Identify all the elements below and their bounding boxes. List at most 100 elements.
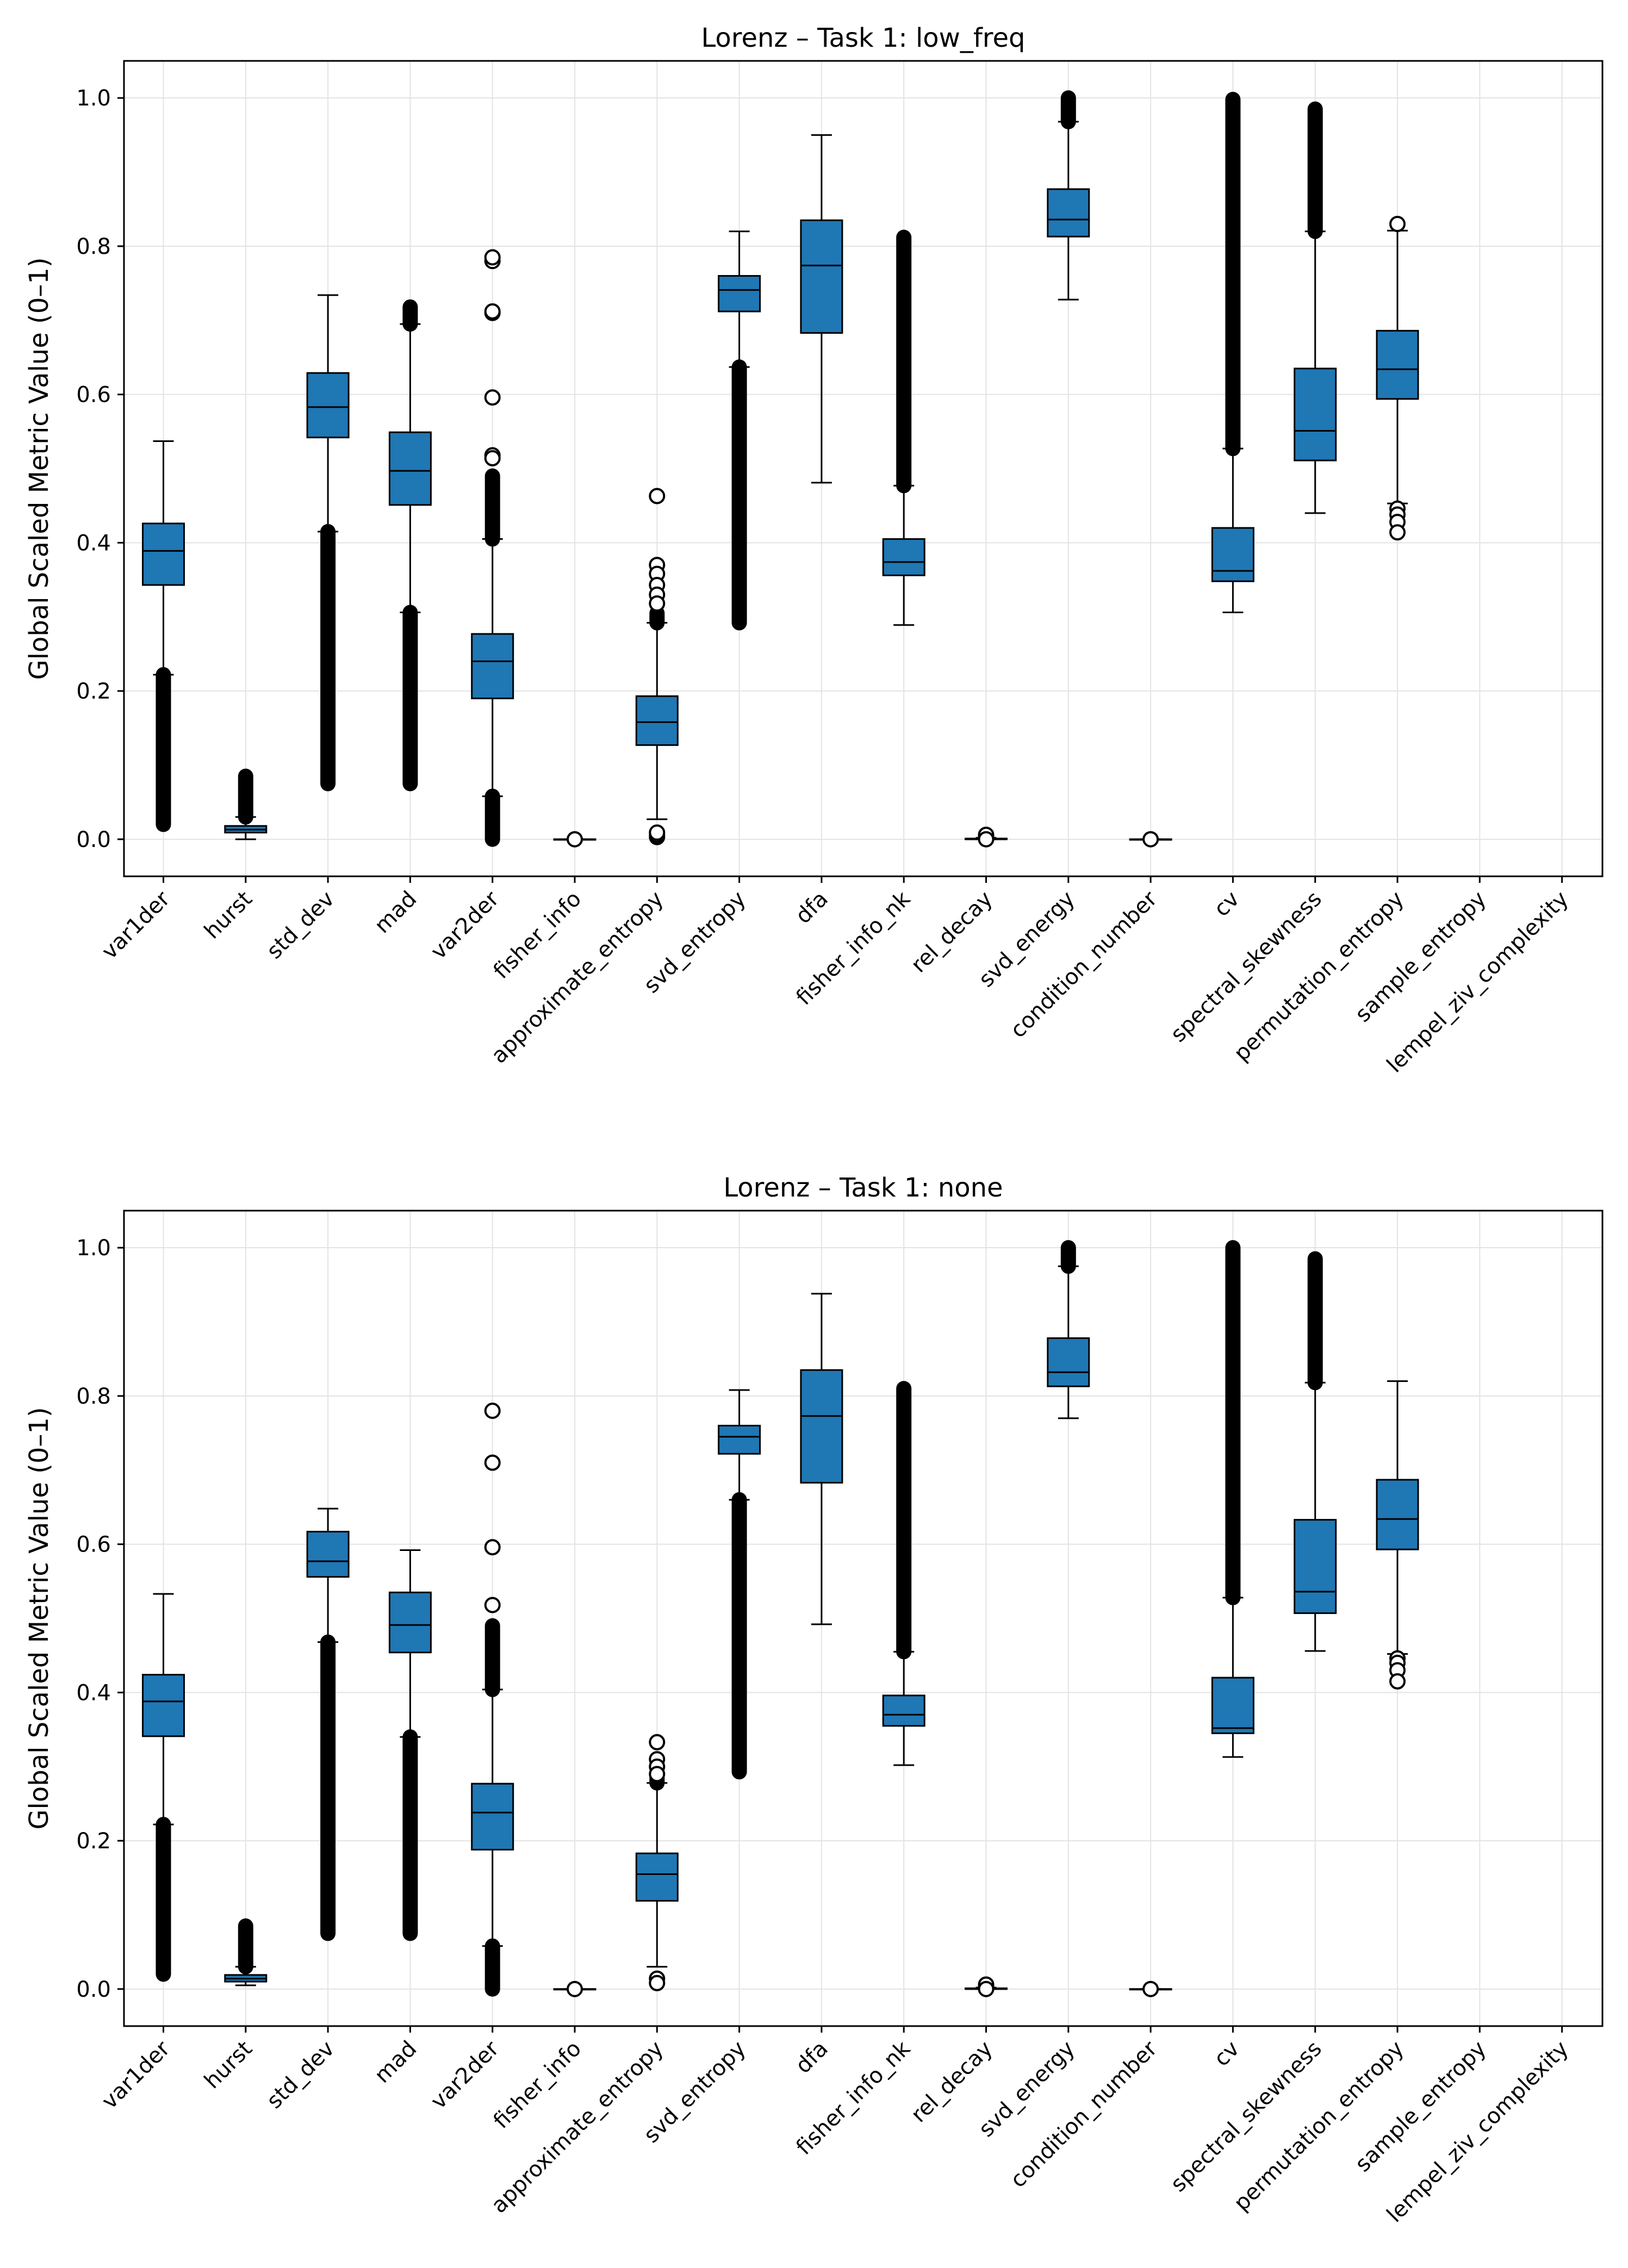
box-iqr: [800, 1369, 843, 1484]
flier-point: [484, 303, 501, 320]
xtick-label: spectral_skewness: [1166, 2036, 1327, 2197]
box-spectral_skewness: [1294, 101, 1337, 514]
box-iqr: [1047, 1337, 1090, 1387]
box-iqr: [1047, 188, 1090, 238]
xtick-label: dfa: [791, 887, 833, 929]
box-iqr: [306, 372, 350, 439]
flier-point: [484, 450, 501, 466]
box-iqr: [142, 1674, 185, 1737]
box-var2der: [471, 1403, 514, 1997]
chart-panel-2: 0.0 0.2 0.4 0.6 0.8 1.0 var1der hurst std_dev mad…: [24, 1173, 1604, 2227]
flier-point: [649, 1974, 666, 1991]
flier-point: [567, 1980, 583, 1997]
xtick-label: hurst: [200, 887, 257, 944]
xtick-label: approximate_entropy: [487, 887, 669, 1069]
box-rel_decay: [965, 1976, 1008, 1997]
flier-point: [484, 1597, 501, 1613]
box-iqr: [388, 431, 432, 506]
ytick-label: 0.0: [76, 1977, 111, 2002]
box-std_dev: [306, 1507, 350, 1941]
flier-point: [484, 249, 501, 266]
ytick-label: 0.2: [76, 1829, 111, 1854]
flier-band: [896, 1381, 912, 1660]
flier-point: [484, 1454, 501, 1471]
xtick-label: var2der: [426, 2036, 505, 2114]
ytick-label: 0.4: [76, 1680, 111, 1705]
flier-band: [238, 1918, 253, 1974]
y-axis-label: Global Scaled Metric Value (0–1): [24, 1407, 54, 1829]
box-iqr: [1376, 329, 1419, 400]
box-var2der: [471, 249, 514, 847]
xtick-label: var2der: [426, 886, 505, 964]
xtick-label: condition_number: [1005, 2036, 1162, 2192]
box-mad: [388, 299, 432, 792]
flier-band: [1225, 1240, 1241, 1605]
box-iqr: [471, 1783, 514, 1850]
xtick-label: permutation_entropy: [1229, 2036, 1409, 2216]
box-fisher_info: [553, 831, 596, 848]
flier-band: [731, 359, 747, 631]
flier-point: [1389, 1673, 1406, 1690]
box-spectral_skewness: [1294, 1251, 1337, 1652]
flier-band: [320, 1634, 336, 1941]
flier-point: [484, 389, 501, 406]
flier-point: [567, 831, 583, 848]
xtick-label: var1der: [97, 2036, 175, 2114]
ytick-label: 0.2: [76, 679, 111, 704]
box-iqr: [882, 538, 925, 576]
ytick-label: 0.8: [76, 234, 111, 259]
flier-point: [1389, 524, 1406, 541]
flier-band: [156, 667, 171, 832]
axes-frame: [123, 60, 1604, 877]
box-rel_decay: [965, 826, 1008, 848]
box-approximate_entropy: [635, 1734, 679, 1991]
flier-band: [1060, 90, 1076, 129]
box-iqr: [635, 695, 679, 746]
xtick-label: cv: [1209, 2036, 1245, 2072]
box-iqr: [1294, 367, 1337, 462]
chart-title: Lorenz – Task 1: low_freq: [701, 23, 1026, 53]
box-iqr: [718, 1424, 761, 1455]
flier-band: [896, 229, 912, 494]
flier-band: [156, 1817, 171, 1982]
box-iqr: [471, 633, 514, 700]
box-iqr: [882, 1694, 925, 1727]
flier-point: [1142, 1980, 1159, 1997]
box-permutation_entropy: [1376, 216, 1419, 541]
box-iqr: [718, 275, 761, 313]
ytick-label: 0.0: [76, 827, 111, 852]
xtick-label: condition_number: [1005, 886, 1162, 1043]
flier-point: [649, 488, 666, 504]
box-iqr: [1211, 1677, 1254, 1734]
box-hurst: [224, 1918, 268, 1986]
xtick-label: spectral_skewness: [1166, 887, 1327, 1048]
box-hurst: [224, 768, 268, 840]
flier-band: [402, 1729, 418, 1941]
box-iqr: [306, 1530, 350, 1578]
gridlines: [124, 61, 1602, 876]
box-svd_entropy: [718, 1389, 761, 1780]
box-dfa: [800, 134, 843, 484]
box-approximate_entropy: [635, 488, 679, 845]
box-condition_number: [1129, 1980, 1172, 1997]
flier-band: [1307, 101, 1323, 239]
ytick-label: 0.6: [76, 383, 111, 408]
box-permutation_entropy: [1376, 1380, 1419, 1690]
flier-point: [1389, 216, 1406, 232]
xtick-label: hurst: [200, 2036, 257, 2094]
xtick-label: approximate_entropy: [487, 2036, 669, 2219]
box-iqr: [1294, 1519, 1337, 1614]
box-std_dev: [306, 294, 350, 792]
box-svd_energy: [1047, 1240, 1090, 1419]
ytick-label: 1.0: [76, 1236, 111, 1261]
flier-point: [484, 1539, 501, 1556]
flier-band: [484, 1938, 500, 1997]
box-fisher_info: [553, 1980, 596, 1997]
chart-title: Lorenz – Task 1: none: [723, 1173, 1003, 1203]
flier-band: [1307, 1251, 1323, 1391]
box-svd_energy: [1047, 90, 1090, 301]
xtick-label: cv: [1209, 887, 1245, 922]
box-iqr: [635, 1852, 679, 1902]
xtick-label: mad: [370, 887, 421, 938]
